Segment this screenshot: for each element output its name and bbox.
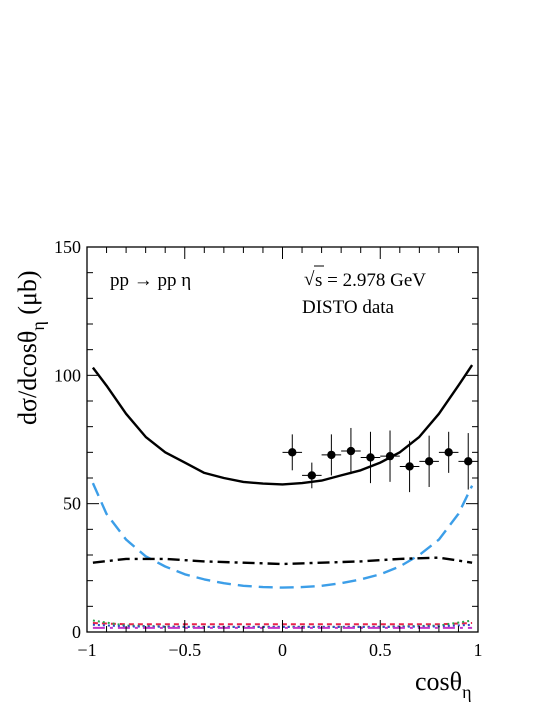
dataset-label: DISTO data [302, 297, 395, 318]
tick-layer: −1 −0.5 0 0.5 1 0 50 100 150 [54, 237, 483, 660]
plot-frame [86, 246, 479, 633]
series-line-1 [91, 364, 474, 486]
y-axis-title: dσ/dcosθη (μb) [13, 270, 48, 425]
data-point [444, 448, 453, 457]
y-axis-title-post: (μb) [13, 270, 42, 321]
x-axis-title: cosθη [415, 667, 472, 702]
plot-frame-layer [86, 246, 479, 633]
x-tick-label: −0.5 [168, 640, 201, 660]
data-point [366, 453, 375, 462]
x-axis-title-main: cosθ [415, 667, 462, 696]
series-line-3 [92, 556, 473, 566]
y-tick-label: 150 [54, 237, 81, 257]
data-point [464, 457, 473, 466]
sqrt-symbol: √ [304, 269, 315, 290]
data-point [405, 462, 414, 471]
data-point [385, 451, 395, 461]
reaction-label: pp → pp η [110, 270, 191, 291]
y-tick-label: 100 [54, 365, 81, 385]
x-tick-label: 0 [278, 640, 287, 660]
data-point [327, 450, 336, 460]
data-point [307, 471, 317, 480]
x-tick-label: 0.5 [369, 640, 392, 660]
x-tick-label: 1 [474, 640, 483, 660]
series-layer [91, 364, 474, 629]
x-axis-title-sub: η [462, 682, 471, 702]
series-line-2 [91, 482, 474, 589]
y-tick-label: 50 [63, 494, 81, 514]
energy-label: s = 2.978 GeV [315, 270, 426, 291]
data-point [288, 448, 297, 457]
data-point [346, 446, 356, 456]
y-axis-title-sub: η [28, 321, 48, 330]
data-points-layer [282, 427, 478, 493]
x-tick-label: −1 [77, 640, 96, 660]
y-tick-label: 0 [72, 622, 81, 642]
y-axis-title-pre: dσ/dcosθ [13, 331, 42, 425]
data-point [424, 457, 434, 466]
